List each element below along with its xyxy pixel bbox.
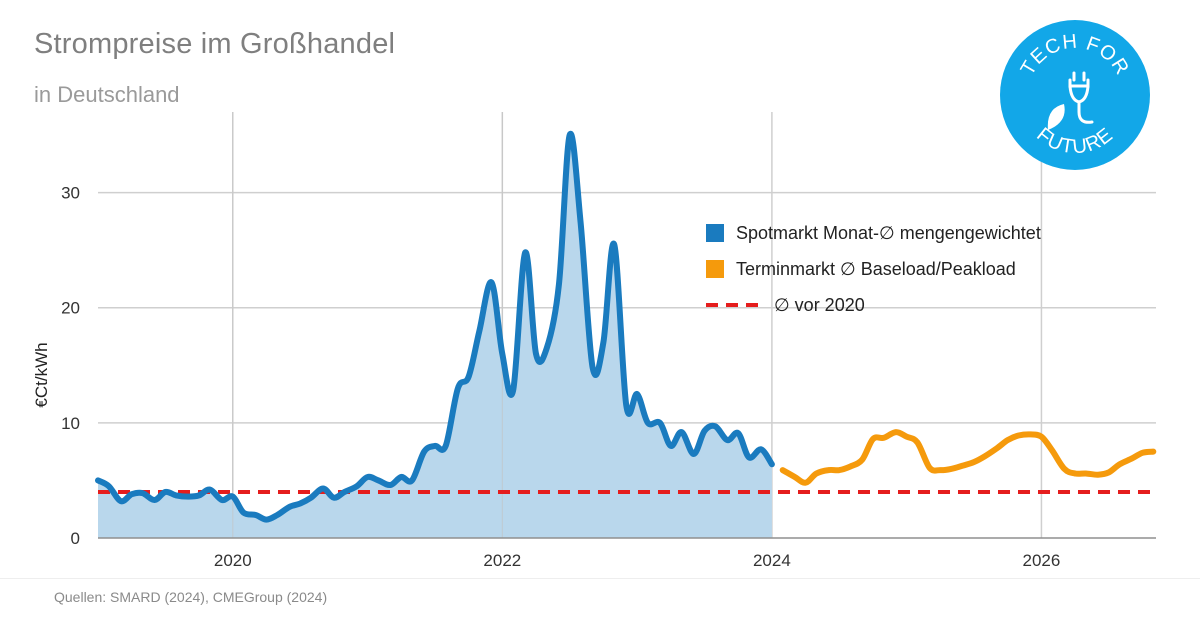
x-tick-label: 2026 (1023, 551, 1061, 570)
y-tick-label: 20 (61, 299, 80, 318)
tech-for-future-logo: TECH FOR FUTURE (1000, 20, 1150, 170)
y-tick-label: 0 (71, 529, 80, 548)
series-spot-line (95, 130, 775, 523)
legend-swatch (706, 260, 724, 278)
legend-swatch (706, 224, 724, 242)
chart-subtitle: in Deutschland (34, 82, 180, 107)
y-tick-label: 10 (61, 414, 80, 433)
plug-leaf-icon (1047, 71, 1094, 130)
y-tick-label: 30 (61, 184, 80, 203)
source-note: Quellen: SMARD (2024), CMEGroup (2024) (54, 589, 328, 605)
footer-divider (0, 578, 1200, 579)
legend-label: Terminmarkt ∅ Baseload/Peakload (736, 259, 1016, 279)
x-tick-label: 2024 (753, 551, 791, 570)
spot-area (98, 133, 772, 539)
chart-title: Strompreise im Großhandel (34, 28, 396, 60)
series-termin-line (779, 429, 1157, 486)
x-tick-label: 2022 (483, 551, 521, 570)
x-tick-label: 2020 (214, 551, 252, 570)
legend-label: Spotmarkt Monat-∅ mengengewichtet (736, 223, 1041, 243)
y-axis-label: €Ct/kWh (32, 342, 51, 407)
legend-label: ∅ vor 2020 (774, 295, 865, 315)
